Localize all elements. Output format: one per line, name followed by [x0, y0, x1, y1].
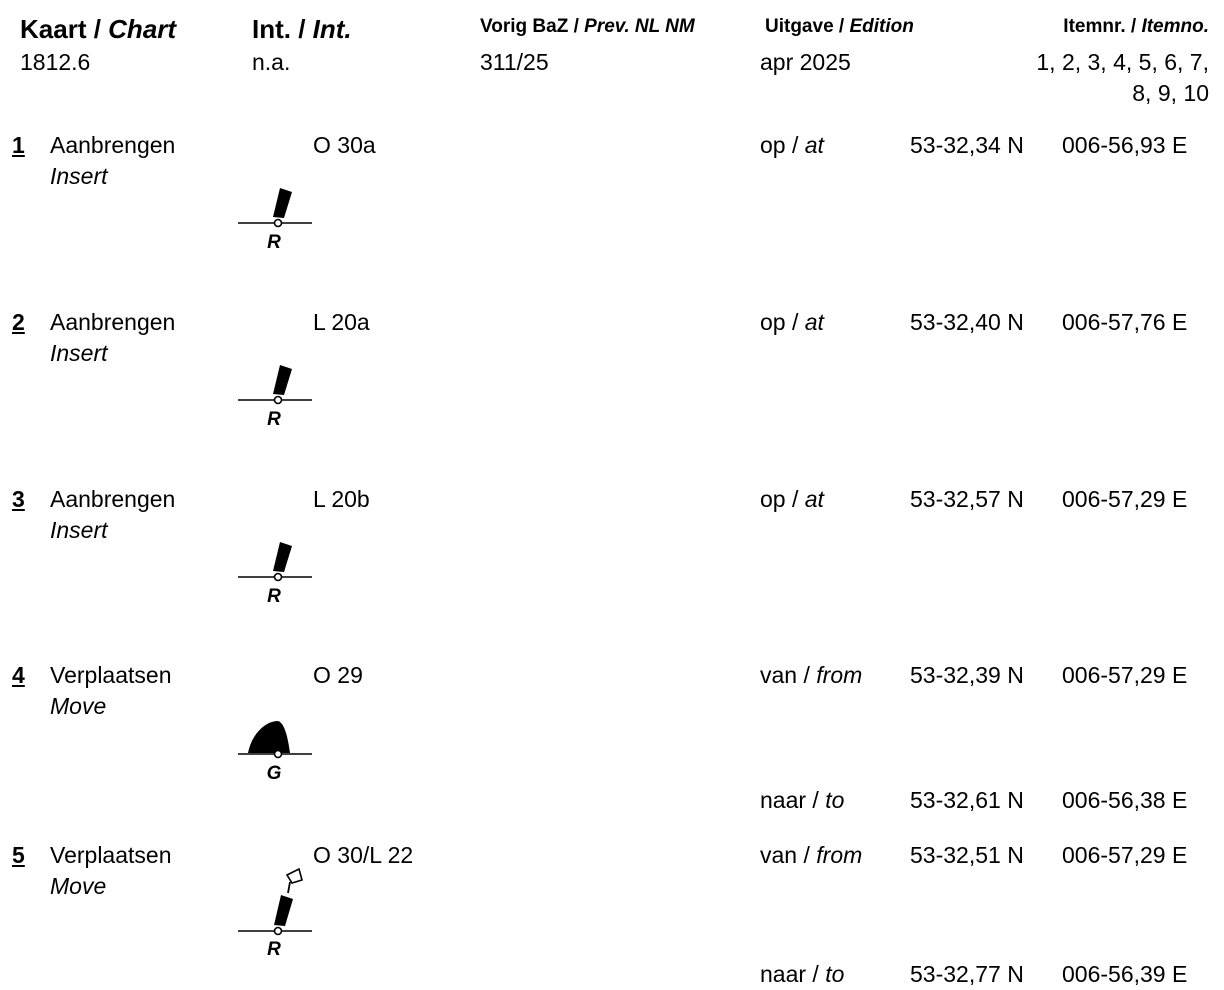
item-object-name: O 30/L 22	[313, 842, 414, 868]
item-number: 2	[12, 309, 25, 335]
item-action-en: Insert	[50, 163, 108, 189]
preposition-nl: op /	[760, 486, 805, 512]
item-number: 1	[12, 132, 25, 158]
item-object-name: O 30a	[313, 132, 376, 158]
header-itemno-en: Itemno.	[1141, 16, 1209, 37]
buoy-color-letter: R	[267, 409, 281, 430]
position-longitude: 006-56,39 E	[1062, 961, 1188, 987]
header-edition-nl: Uitgave /	[765, 16, 850, 37]
position-latitude: 53-32,57 N	[910, 486, 1024, 512]
header-chart: Kaart / Chart	[20, 14, 176, 44]
item-action-nl: Aanbrengen	[50, 132, 176, 158]
header-edition: Uitgave / Edition	[765, 15, 914, 39]
buoy-color-letter: G	[267, 763, 282, 784]
int-number: n.a.	[252, 49, 291, 75]
item-object-name: O 29	[313, 662, 363, 688]
position-longitude: 006-57,29 E	[1062, 842, 1188, 868]
spar-buoy-topmark-symbol: R	[238, 867, 312, 960]
position-longitude: 006-57,29 E	[1062, 486, 1188, 512]
position-preposition: van / from	[760, 661, 862, 689]
preposition-en: from	[816, 842, 863, 868]
position-longitude: 006-57,29 E	[1062, 662, 1188, 688]
spar-buoy-symbol: R	[238, 188, 312, 253]
position-preposition: op / at	[760, 485, 824, 513]
header-edition-en: Edition	[849, 16, 914, 37]
preposition-nl: van /	[760, 842, 817, 868]
item-number: 5	[12, 842, 25, 868]
item-action-en: Insert	[50, 340, 108, 366]
preposition-en: at	[804, 132, 824, 158]
buoy-color-letter: R	[267, 232, 281, 253]
header-itemno: Itemnr. / Itemno.	[1063, 15, 1209, 39]
item-number: 3	[12, 486, 25, 512]
item-action-nl: Aanbrengen	[50, 486, 176, 512]
position-preposition: op / at	[760, 308, 824, 336]
preposition-en: from	[816, 662, 863, 688]
spar-buoy-symbol: R	[238, 542, 312, 607]
header-int: Int. / Int.	[252, 14, 352, 44]
edition-date: apr 2025	[760, 49, 851, 75]
item-object-name: L 20b	[313, 486, 370, 512]
item-action-en: Move	[50, 693, 107, 719]
position-latitude: 53-32,39 N	[910, 662, 1024, 688]
conical-buoy-symbol: G	[238, 721, 312, 784]
preposition-en: at	[804, 309, 824, 335]
itemnos-line-2: 8, 9, 10	[1132, 80, 1209, 106]
item-action-en: Move	[50, 873, 107, 899]
header-itemno-nl: Itemnr. /	[1063, 16, 1142, 37]
position-latitude: 53-32,40 N	[910, 309, 1024, 335]
buoy-color-letter: R	[267, 939, 281, 960]
position-longitude: 006-56,93 E	[1062, 132, 1188, 158]
chart-number: 1812.6	[20, 49, 91, 75]
header-int-en: Int.	[312, 14, 352, 44]
position-longitude: 006-57,76 E	[1062, 309, 1188, 335]
header-chart-en: Chart	[108, 14, 177, 44]
buoy-color-letter: R	[267, 586, 281, 607]
preposition-nl: naar /	[760, 787, 826, 813]
prev-nm-number: 311/25	[480, 49, 549, 75]
preposition-en: at	[804, 486, 824, 512]
preposition-nl: op /	[760, 309, 805, 335]
item-action-nl: Verplaatsen	[50, 662, 172, 688]
item-number: 4	[12, 662, 25, 688]
position-latitude: 53-32,77 N	[910, 961, 1024, 987]
preposition-en: to	[825, 961, 845, 987]
position-preposition: naar / to	[760, 960, 844, 988]
header-prev-nl: Vorig BaZ /	[480, 16, 585, 37]
position-preposition: van / from	[760, 841, 862, 869]
header-prev-en: Prev. NL NM	[584, 16, 695, 37]
position-preposition: op / at	[760, 131, 824, 159]
spar-buoy-symbol: R	[238, 365, 312, 430]
header-chart-nl: Kaart /	[20, 14, 109, 44]
position-latitude: 53-32,61 N	[910, 787, 1024, 813]
item-action-nl: Aanbrengen	[50, 309, 176, 335]
preposition-en: to	[825, 787, 845, 813]
header-prev-nm: Vorig BaZ / Prev. NL NM	[480, 15, 695, 39]
header-int-nl: Int. /	[252, 14, 313, 44]
preposition-nl: van /	[760, 662, 817, 688]
item-action-en: Insert	[50, 517, 108, 543]
position-latitude: 53-32,51 N	[910, 842, 1024, 868]
item-action-nl: Verplaatsen	[50, 842, 172, 868]
itemnos-line-1: 1, 2, 3, 4, 5, 6, 7,	[1036, 49, 1209, 75]
item-object-name: L 20a	[313, 309, 370, 335]
preposition-nl: op /	[760, 132, 805, 158]
preposition-nl: naar /	[760, 961, 826, 987]
position-latitude: 53-32,34 N	[910, 132, 1024, 158]
position-longitude: 006-56,38 E	[1062, 787, 1188, 813]
position-preposition: naar / to	[760, 786, 844, 814]
